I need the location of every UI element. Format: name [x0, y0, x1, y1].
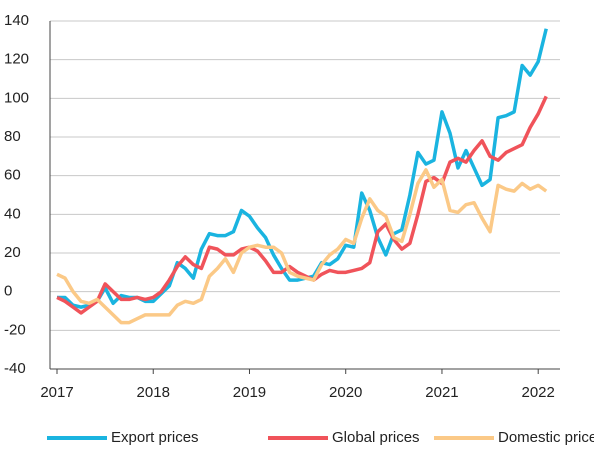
- y-tick-label: -40: [4, 360, 26, 377]
- y-tick-label: 0: [4, 283, 12, 300]
- x-tick-label: 2021: [425, 384, 458, 401]
- y-tick-label: 140: [4, 12, 29, 29]
- series-line: [56, 168, 548, 325]
- series-line: [57, 28, 548, 309]
- y-tick-label: 80: [4, 128, 21, 145]
- y-tick-label: 120: [4, 51, 29, 68]
- legend-label: Global prices: [332, 429, 420, 446]
- x-tick-label: 2022: [522, 384, 555, 401]
- x-tick-label: 2020: [329, 384, 362, 401]
- y-tick-label: 60: [4, 167, 21, 184]
- y-tick-label: 100: [4, 89, 29, 106]
- x-tick-label: 2019: [233, 384, 266, 401]
- y-tick-label: -20: [4, 321, 26, 338]
- y-tick-label: 40: [4, 205, 21, 222]
- legend-label: Export prices: [111, 429, 199, 446]
- x-tick-label: 2018: [137, 384, 170, 401]
- x-tick-label: 2017: [40, 384, 73, 401]
- y-tick-label: 20: [4, 244, 21, 261]
- legend-label: Domestic prices: [498, 429, 594, 446]
- series-line: [56, 95, 548, 315]
